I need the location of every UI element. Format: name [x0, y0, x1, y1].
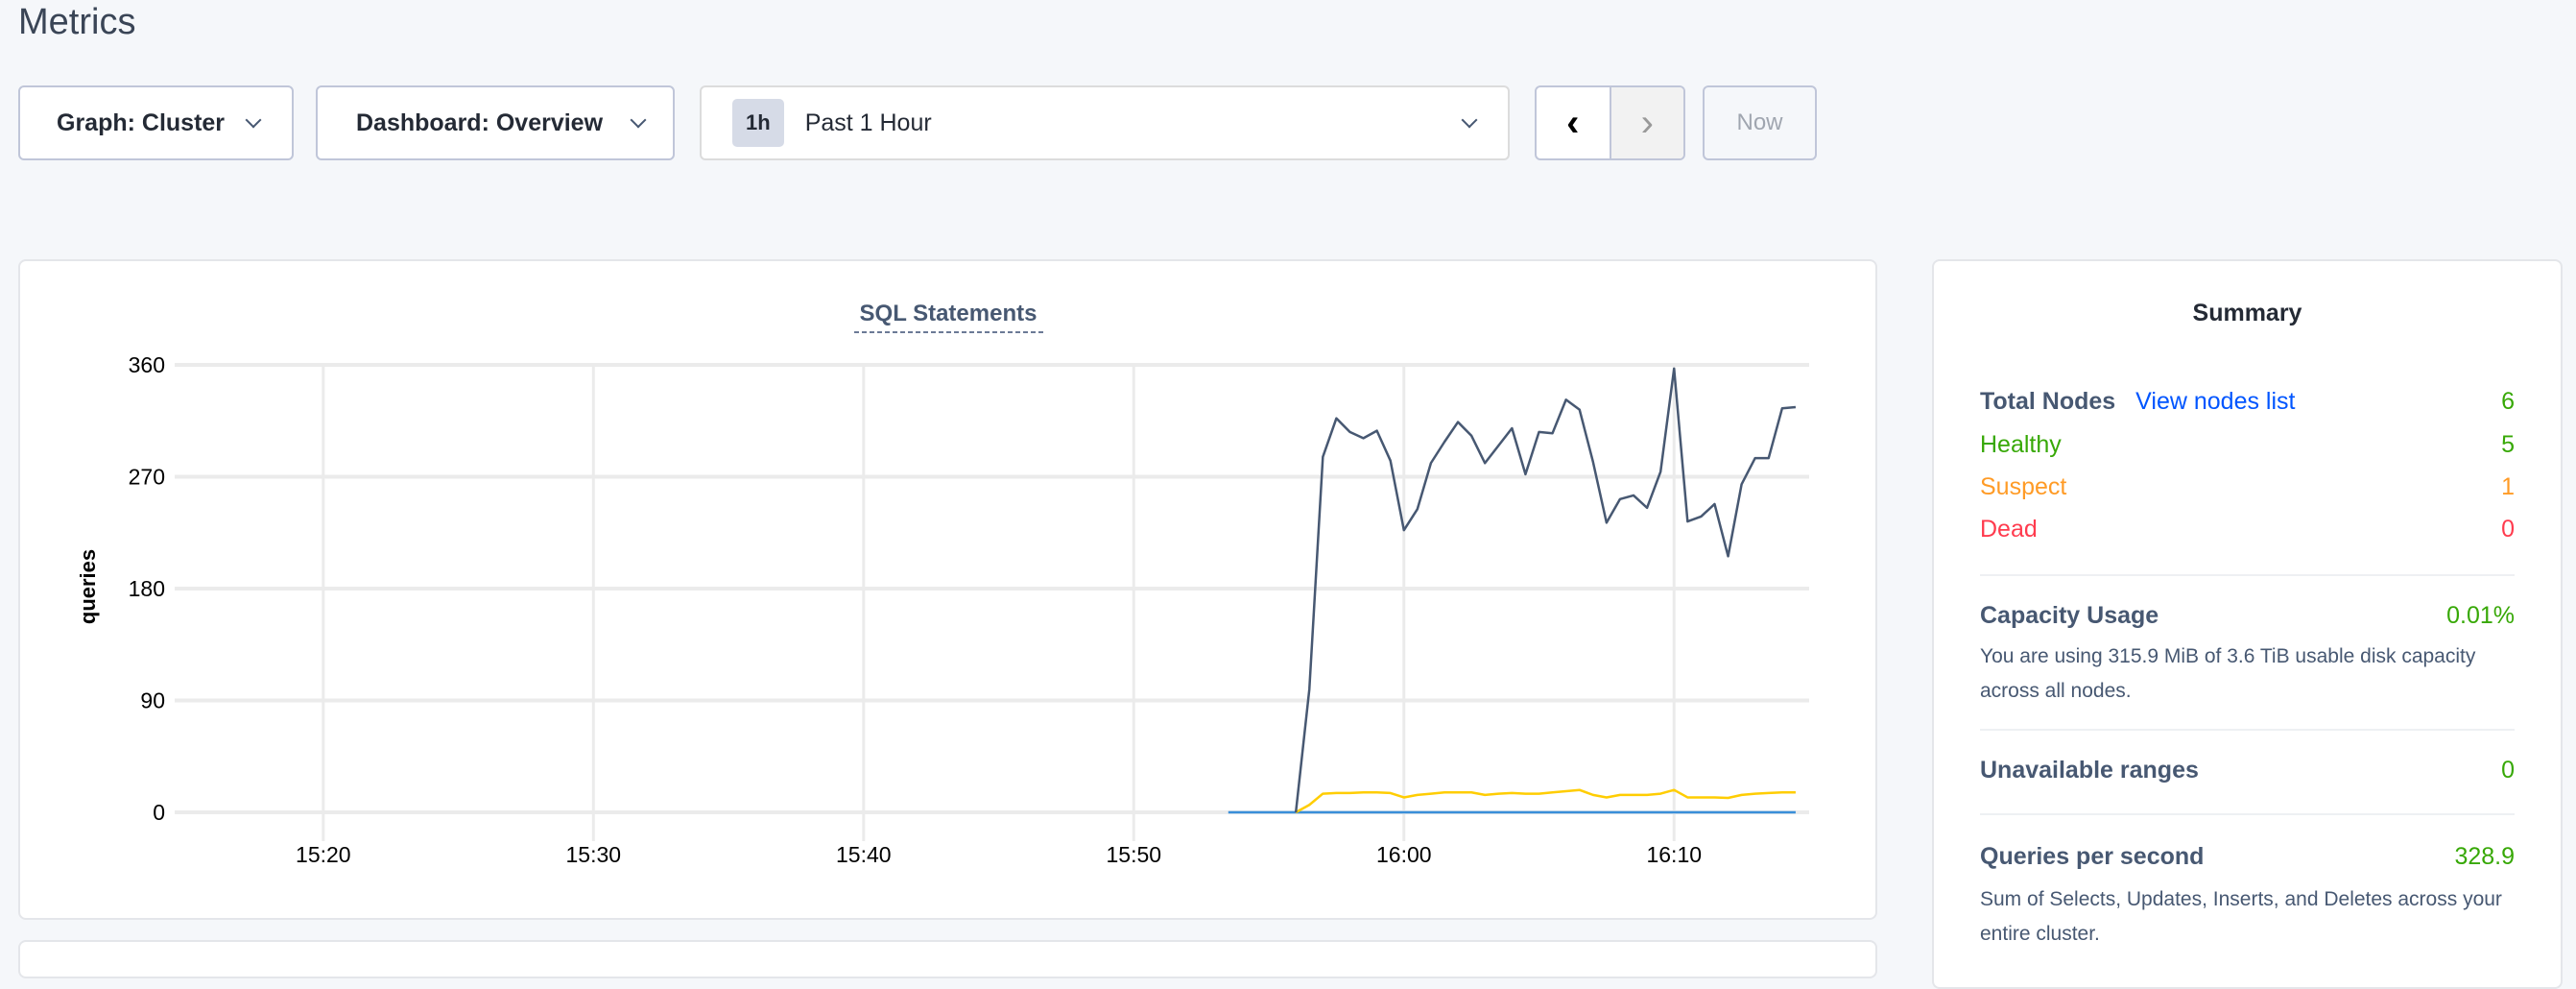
chevron-down-icon — [630, 111, 647, 129]
queries-per-second-value: 328.9 — [2454, 843, 2515, 870]
capacity-usage-value: 0.01% — [2446, 602, 2515, 629]
chevron-down-icon — [245, 111, 262, 129]
time-range-label: Past 1 Hour — [804, 109, 932, 136]
capacity-usage-description: You are using 315.9 MiB of 3.6 TiB usabl… — [1980, 645, 2476, 702]
time-navigation: ‹ › — [1535, 85, 1685, 160]
suspect-value: 1 — [2501, 473, 2515, 500]
healthy-row: Healthy 5 — [1980, 431, 2515, 459]
unavailable-ranges-row: Unavailable ranges 0 — [1980, 757, 2515, 784]
capacity-usage-label: Capacity Usage — [1980, 602, 2159, 629]
time-range-dropdown[interactable]: 1h Past 1 Hour — [700, 85, 1510, 160]
unavailable-ranges-label: Unavailable ranges — [1980, 757, 2199, 784]
y-tick-label: 90 — [140, 688, 165, 713]
chevron-right-icon: › — [1640, 101, 1654, 144]
x-tick-label: 16:10 — [1646, 842, 1702, 867]
y-tick-label: 270 — [129, 465, 165, 490]
view-nodes-list-link[interactable]: View nodes list — [2135, 388, 2296, 415]
dead-label: Dead — [1980, 516, 2038, 543]
total-nodes-value: 6 — [2501, 388, 2515, 415]
graph-dropdown-label: Graph: Cluster — [57, 109, 226, 136]
chevron-left-icon: ‹ — [1566, 101, 1580, 144]
suspect-label: Suspect — [1980, 473, 2067, 500]
y-tick-label: 0 — [153, 800, 165, 825]
y-tick-label: 360 — [129, 352, 165, 377]
total-nodes-label: Total Nodes — [1980, 388, 2116, 415]
queries-per-second-description: Sum of Selects, Updates, Inserts, and De… — [1980, 888, 2502, 945]
y-tick-label: 180 — [129, 576, 165, 601]
divider — [1980, 813, 2515, 815]
dashboard-dropdown-label: Dashboard: Overview — [356, 109, 604, 136]
graph-dropdown[interactable]: Graph: Cluster — [18, 85, 294, 160]
summary-panel: Summary Total Nodes View nodes list 6 He… — [1932, 259, 2563, 989]
page-title: Metrics — [18, 2, 136, 42]
summary-title: Summary — [2192, 300, 2302, 326]
suspect-row: Suspect 1 — [1980, 473, 2515, 501]
series-line-1 — [1295, 788, 1796, 814]
dead-value: 0 — [2501, 516, 2515, 543]
unavailable-ranges-value: 0 — [2501, 757, 2515, 784]
next-chart-card — [18, 940, 1877, 978]
chart-title[interactable]: SQL Statements — [860, 301, 1038, 326]
previous-range-button[interactable]: ‹ — [1537, 87, 1611, 158]
queries-per-second-row: Queries per second 328.9 — [1980, 843, 2515, 871]
x-tick-label: 16:00 — [1376, 842, 1432, 867]
capacity-usage-row: Capacity Usage 0.01% — [1980, 602, 2515, 630]
divider — [1980, 729, 2515, 731]
x-tick-label: 15:40 — [836, 842, 892, 867]
chevron-down-icon — [1461, 111, 1478, 129]
next-range-button[interactable]: › — [1610, 87, 1683, 158]
y-axis-label: queries — [76, 549, 100, 624]
time-range-badge: 1h — [732, 99, 784, 147]
divider — [1980, 574, 2515, 576]
sql-statements-chart[interactable]: SQL Statements queries 0 90 180 270 360 15:20… — [20, 261, 1879, 922]
x-tick-label: 15:50 — [1106, 842, 1161, 867]
total-nodes-row: Total Nodes View nodes list 6 — [1980, 388, 2515, 416]
series-line-0 — [1294, 367, 1797, 813]
sql-statements-chart-card: SQL Statements queries 0 90 180 270 360 15:20… — [18, 259, 1877, 920]
x-tick-label: 15:30 — [566, 842, 622, 867]
dashboard-dropdown[interactable]: Dashboard: Overview — [316, 85, 675, 160]
queries-per-second-label: Queries per second — [1980, 843, 2205, 870]
healthy-value: 5 — [2501, 431, 2515, 458]
healthy-label: Healthy — [1980, 431, 2062, 458]
dead-row: Dead 0 — [1980, 516, 2515, 543]
x-tick-label: 15:20 — [296, 842, 351, 867]
now-button[interactable]: Now — [1703, 85, 1817, 160]
